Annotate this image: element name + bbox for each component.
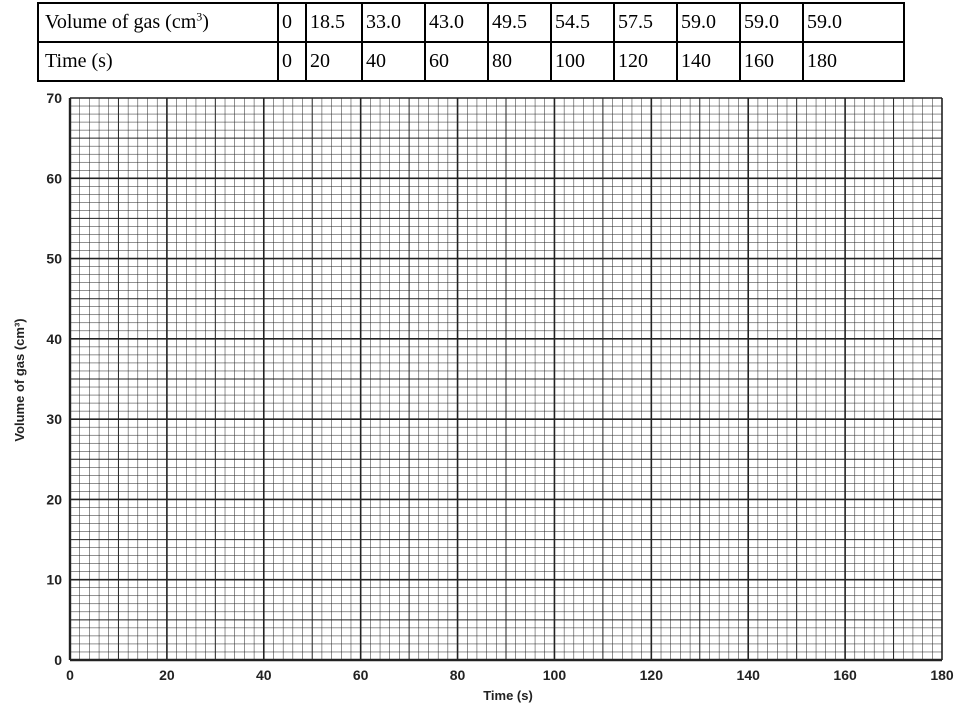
x-tick-label: 0 xyxy=(66,667,74,683)
time-cell: 20 xyxy=(305,41,363,82)
volume-row-header: Volume of gas (cm3) xyxy=(37,2,279,43)
table-row-volume: Volume of gas (cm3) 0 18.5 33.0 43.0 49.… xyxy=(37,2,905,43)
graph-paper-chart: 0 10 20 30 40 50 60 70 0 20 40 60 80 100 120 140 160 180… xyxy=(12,90,954,703)
x-axis-ticks: 0 20 40 60 80 100 120 140 160 180 xyxy=(66,667,954,683)
x-tick-label: 100 xyxy=(543,667,567,683)
y-tick-label: 30 xyxy=(46,411,62,427)
x-tick-label: 20 xyxy=(159,667,175,683)
y-tick-label: 0 xyxy=(54,652,62,668)
x-axis-label: Time (s) xyxy=(483,688,533,703)
time-cell: 80 xyxy=(487,41,552,82)
time-cell: 100 xyxy=(550,41,615,82)
time-cell: 40 xyxy=(361,41,426,82)
x-tick-label: 40 xyxy=(256,667,272,683)
time-cell: 140 xyxy=(676,41,741,82)
y-tick-label: 10 xyxy=(46,572,62,588)
x-tick-label: 120 xyxy=(640,667,664,683)
time-row-header: Time (s) xyxy=(37,41,279,82)
volume-cell: 18.5 xyxy=(305,2,363,43)
y-tick-label: 70 xyxy=(46,90,62,106)
x-tick-label: 140 xyxy=(737,667,761,683)
y-tick-label: 40 xyxy=(46,331,62,347)
volume-cell: 43.0 xyxy=(424,2,489,43)
y-axis-ticks: 0 10 20 30 40 50 60 70 xyxy=(46,90,62,668)
y-tick-label: 60 xyxy=(46,170,62,186)
x-tick-label: 60 xyxy=(353,667,369,683)
volume-cell: 49.5 xyxy=(487,2,552,43)
x-tick-label: 180 xyxy=(930,667,954,683)
table-row-time: Time (s) 0 20 40 60 80 100 120 140 160 1… xyxy=(37,41,905,82)
volume-label: Volume of gas (cm xyxy=(45,11,197,33)
grid-major-lines xyxy=(68,97,943,662)
time-cell: 180 xyxy=(802,41,905,82)
volume-label-superscript: 3 xyxy=(196,9,203,24)
volume-cell: 54.5 xyxy=(550,2,615,43)
data-table: Volume of gas (cm3) 0 18.5 33.0 43.0 49.… xyxy=(37,2,905,82)
volume-cell: 33.0 xyxy=(361,2,426,43)
x-tick-label: 160 xyxy=(833,667,857,683)
volume-cell: 57.5 xyxy=(613,2,678,43)
volume-cell: 59.0 xyxy=(676,2,741,43)
x-tick-label: 80 xyxy=(450,667,466,683)
time-cell: 160 xyxy=(739,41,804,82)
time-cell: 120 xyxy=(613,41,678,82)
volume-label-close: ) xyxy=(202,11,209,33)
y-axis-label: Volume of gas (cm³) xyxy=(12,318,27,441)
volume-cell: 59.0 xyxy=(739,2,804,43)
volume-cell: 0 xyxy=(277,2,307,43)
y-tick-label: 20 xyxy=(46,491,62,507)
time-cell: 60 xyxy=(424,41,489,82)
y-tick-label: 50 xyxy=(46,251,62,267)
volume-cell: 59.0 xyxy=(802,2,905,43)
time-cell: 0 xyxy=(277,41,307,82)
